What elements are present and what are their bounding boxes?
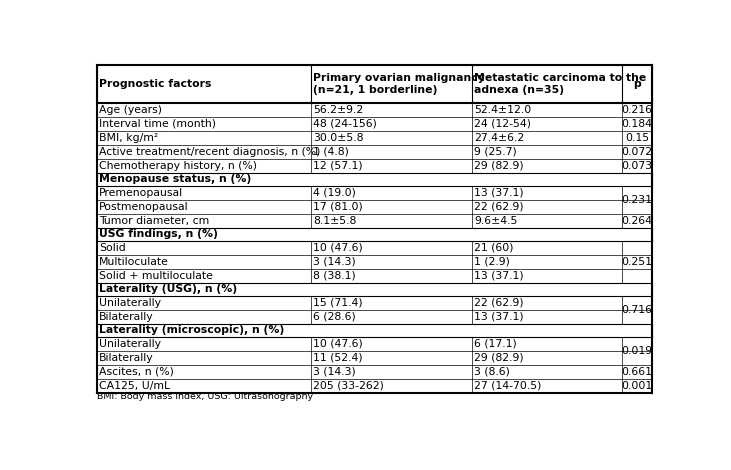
- Text: 4 (19.0): 4 (19.0): [313, 188, 356, 198]
- Text: 0.716: 0.716: [621, 305, 653, 315]
- Text: Laterality (USG), n (%): Laterality (USG), n (%): [99, 284, 238, 294]
- Text: 29 (82.9): 29 (82.9): [474, 353, 523, 363]
- Text: 1 (2.9): 1 (2.9): [474, 257, 510, 267]
- Text: 3 (14.3): 3 (14.3): [313, 257, 356, 267]
- Text: 13 (37.1): 13 (37.1): [474, 312, 523, 322]
- Text: 24 (12-54): 24 (12-54): [474, 119, 531, 129]
- Text: Chemotherapy history, n (%): Chemotherapy history, n (%): [99, 161, 257, 171]
- Text: Postmenopausal: Postmenopausal: [99, 202, 189, 212]
- Text: Solid: Solid: [99, 243, 126, 253]
- Text: 1 (4.8): 1 (4.8): [313, 147, 349, 157]
- Text: 11 (52.4): 11 (52.4): [313, 353, 363, 363]
- Text: 13 (37.1): 13 (37.1): [474, 271, 523, 281]
- Text: 9 (25.7): 9 (25.7): [474, 147, 517, 157]
- Text: 3 (8.6): 3 (8.6): [474, 367, 510, 377]
- Text: 0.072: 0.072: [621, 147, 653, 157]
- Text: USG findings, n (%): USG findings, n (%): [99, 229, 218, 239]
- Text: p: p: [633, 79, 641, 89]
- Text: Solid + multiloculate: Solid + multiloculate: [99, 271, 213, 281]
- Text: 8.1±5.8: 8.1±5.8: [313, 216, 357, 226]
- Text: Menopause status, n (%): Menopause status, n (%): [99, 174, 251, 184]
- Text: Age (years): Age (years): [99, 105, 162, 115]
- Text: Metastatic carcinoma to the
adnexa (n=35): Metastatic carcinoma to the adnexa (n=35…: [474, 73, 646, 95]
- Text: 0.216: 0.216: [621, 105, 653, 115]
- Text: 17 (81.0): 17 (81.0): [313, 202, 363, 212]
- Text: 0.661: 0.661: [621, 367, 653, 377]
- Text: 205 (33-262): 205 (33-262): [313, 381, 384, 391]
- Text: 0.001: 0.001: [621, 381, 653, 391]
- Text: Tumor diameter, cm: Tumor diameter, cm: [99, 216, 210, 226]
- Text: 0.15: 0.15: [625, 133, 649, 143]
- Text: Ascites, n (%): Ascites, n (%): [99, 367, 174, 377]
- Text: 27.4±6.2: 27.4±6.2: [474, 133, 524, 143]
- Text: Bilaterally: Bilaterally: [99, 312, 154, 322]
- Text: 3 (14.3): 3 (14.3): [313, 367, 356, 377]
- Text: 10 (47.6): 10 (47.6): [313, 243, 363, 253]
- Text: 22 (62.9): 22 (62.9): [474, 202, 523, 212]
- Text: 6 (28.6): 6 (28.6): [313, 312, 356, 322]
- Text: Active treatment/recent diagnosis, n (%): Active treatment/recent diagnosis, n (%): [99, 147, 321, 157]
- Text: Premenopausal: Premenopausal: [99, 188, 183, 198]
- Text: 13 (37.1): 13 (37.1): [474, 188, 523, 198]
- Text: Laterality (microscopic), n (%): Laterality (microscopic), n (%): [99, 325, 284, 336]
- Text: 52.4±12.0: 52.4±12.0: [474, 105, 531, 115]
- Text: 6 (17.1): 6 (17.1): [474, 339, 517, 349]
- Text: Multiloculate: Multiloculate: [99, 257, 169, 267]
- Text: CA125, U/mL: CA125, U/mL: [99, 381, 170, 391]
- Text: 9.6±4.5: 9.6±4.5: [474, 216, 518, 226]
- Text: Interval time (month): Interval time (month): [99, 119, 216, 129]
- Text: 12 (57.1): 12 (57.1): [313, 161, 363, 171]
- Text: 29 (82.9): 29 (82.9): [474, 161, 523, 171]
- Text: 30.0±5.8: 30.0±5.8: [313, 133, 363, 143]
- Text: 0.264: 0.264: [621, 216, 653, 226]
- Text: 10 (47.6): 10 (47.6): [313, 339, 363, 349]
- Text: Unilaterally: Unilaterally: [99, 339, 162, 349]
- Text: 0.184: 0.184: [621, 119, 653, 129]
- Text: Prognostic factors: Prognostic factors: [99, 79, 212, 89]
- Text: 56.2±9.2: 56.2±9.2: [313, 105, 363, 115]
- Text: 0.073: 0.073: [621, 161, 653, 171]
- Text: BMI, kg/m²: BMI, kg/m²: [99, 133, 159, 143]
- Text: 8 (38.1): 8 (38.1): [313, 271, 356, 281]
- Text: 48 (24-156): 48 (24-156): [313, 119, 377, 129]
- Text: Unilaterally: Unilaterally: [99, 298, 162, 308]
- Text: 27 (14-70.5): 27 (14-70.5): [474, 381, 542, 391]
- Text: BMI: Body mass index, USG: Ultrasonography: BMI: Body mass index, USG: Ultrasonograp…: [97, 392, 313, 401]
- Text: 0.231: 0.231: [621, 195, 653, 205]
- Text: Bilaterally: Bilaterally: [99, 353, 154, 363]
- Text: 21 (60): 21 (60): [474, 243, 514, 253]
- Text: Primary ovarian malignancy
(n=21, 1 borderline): Primary ovarian malignancy (n=21, 1 bord…: [313, 73, 485, 95]
- Text: 15 (71.4): 15 (71.4): [313, 298, 363, 308]
- Text: 22 (62.9): 22 (62.9): [474, 298, 523, 308]
- Text: 0.251: 0.251: [621, 257, 653, 267]
- Text: 0.019: 0.019: [621, 346, 653, 356]
